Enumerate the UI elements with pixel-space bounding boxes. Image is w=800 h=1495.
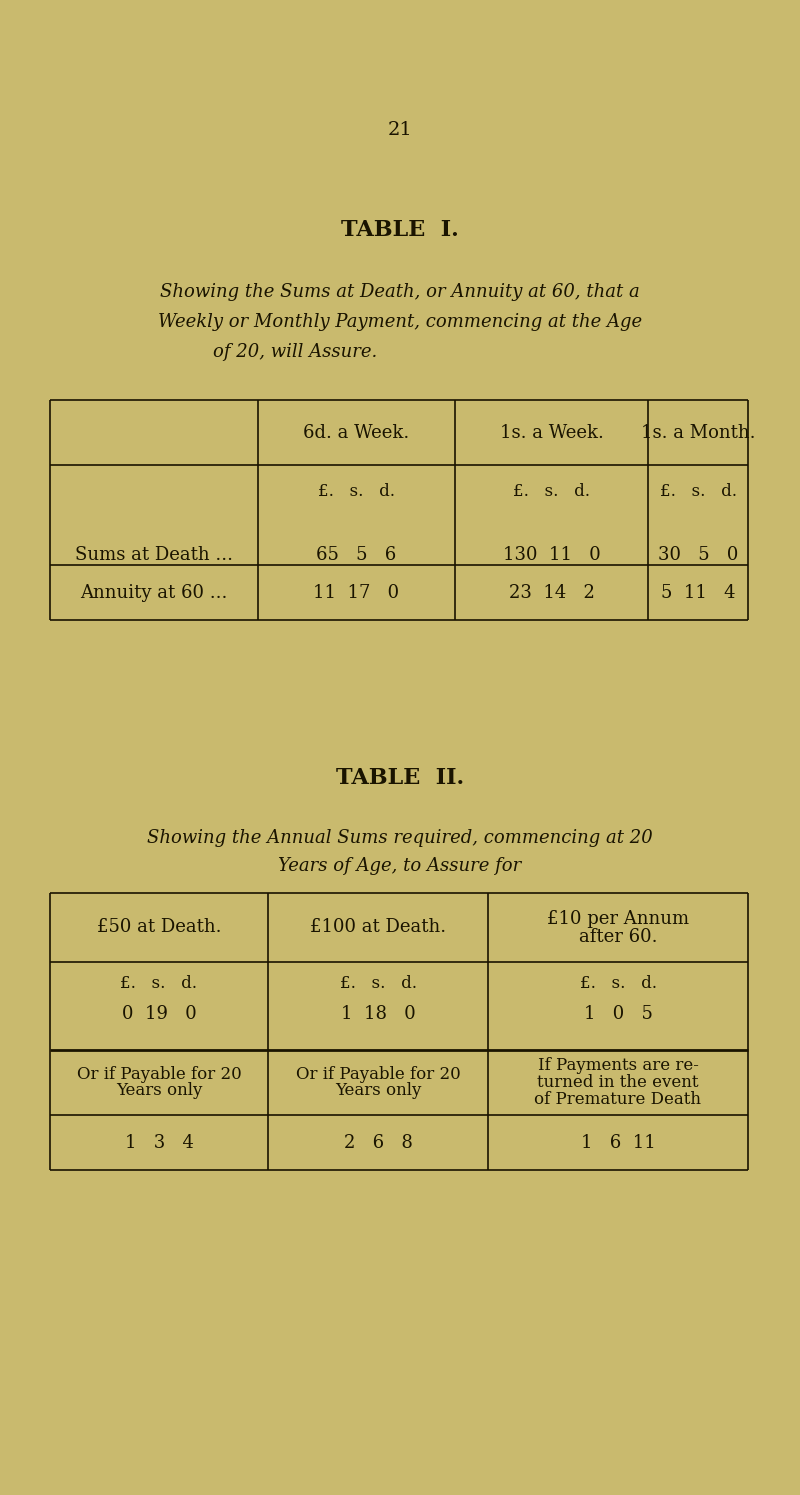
Text: Or if Payable for 20: Or if Payable for 20 (296, 1066, 460, 1082)
Text: of 20, will Assure.: of 20, will Assure. (213, 342, 377, 360)
Text: £100 at Death.: £100 at Death. (310, 918, 446, 936)
Text: £.   s.   d.: £. s. d. (318, 483, 395, 499)
Text: 23  14   2: 23 14 2 (509, 583, 594, 601)
Text: Years only: Years only (116, 1082, 202, 1099)
Text: £.   s.   d.: £. s. d. (579, 976, 657, 993)
Text: Years of Age, to Assure for: Years of Age, to Assure for (278, 857, 522, 875)
Text: £.   s.   d.: £. s. d. (339, 976, 417, 993)
Text: £.   s.   d.: £. s. d. (121, 976, 198, 993)
Text: Or if Payable for 20: Or if Payable for 20 (77, 1066, 242, 1082)
Text: 1s. a Month.: 1s. a Month. (641, 423, 755, 441)
Text: 1   6  11: 1 6 11 (581, 1133, 655, 1151)
Text: Showing the Annual Sums required, commencing at 20: Showing the Annual Sums required, commen… (147, 830, 653, 848)
Text: Years only: Years only (335, 1082, 421, 1099)
Text: 6d. a Week.: 6d. a Week. (303, 423, 410, 441)
Text: turned in the event: turned in the event (538, 1073, 698, 1091)
Text: 5  11   4: 5 11 4 (661, 583, 735, 601)
Text: 65   5   6: 65 5 6 (316, 547, 397, 565)
Text: of Premature Death: of Premature Death (534, 1091, 702, 1108)
Text: 11  17   0: 11 17 0 (314, 583, 399, 601)
Text: £10 per Annum: £10 per Annum (547, 909, 689, 927)
Text: 1   0   5: 1 0 5 (583, 1005, 653, 1023)
Text: after 60.: after 60. (578, 927, 658, 945)
Text: 1  18   0: 1 18 0 (341, 1005, 415, 1023)
Text: 2   6   8: 2 6 8 (343, 1133, 413, 1151)
Text: £.   s.   d.: £. s. d. (513, 483, 590, 499)
Text: Annuity at 60 ...: Annuity at 60 ... (80, 583, 228, 601)
Text: 21: 21 (388, 121, 412, 139)
Text: 30   5   0: 30 5 0 (658, 547, 738, 565)
Text: 0  19   0: 0 19 0 (122, 1005, 196, 1023)
Text: Weekly or Monthly Payment, commencing at the Age: Weekly or Monthly Payment, commencing at… (158, 312, 642, 330)
Text: 1   3   4: 1 3 4 (125, 1133, 194, 1151)
Text: £.   s.   d.: £. s. d. (659, 483, 737, 499)
Text: Showing the Sums at Death, or Annuity at 60, that a: Showing the Sums at Death, or Annuity at… (160, 283, 640, 300)
Text: TABLE  II.: TABLE II. (336, 767, 464, 789)
Text: 130  11   0: 130 11 0 (502, 547, 600, 565)
Text: 1s. a Week.: 1s. a Week. (499, 423, 603, 441)
Text: Sums at Death ...: Sums at Death ... (75, 547, 233, 565)
Text: If Payments are re-: If Payments are re- (538, 1057, 698, 1073)
Text: £50 at Death.: £50 at Death. (97, 918, 222, 936)
Text: TABLE  I.: TABLE I. (341, 218, 459, 241)
